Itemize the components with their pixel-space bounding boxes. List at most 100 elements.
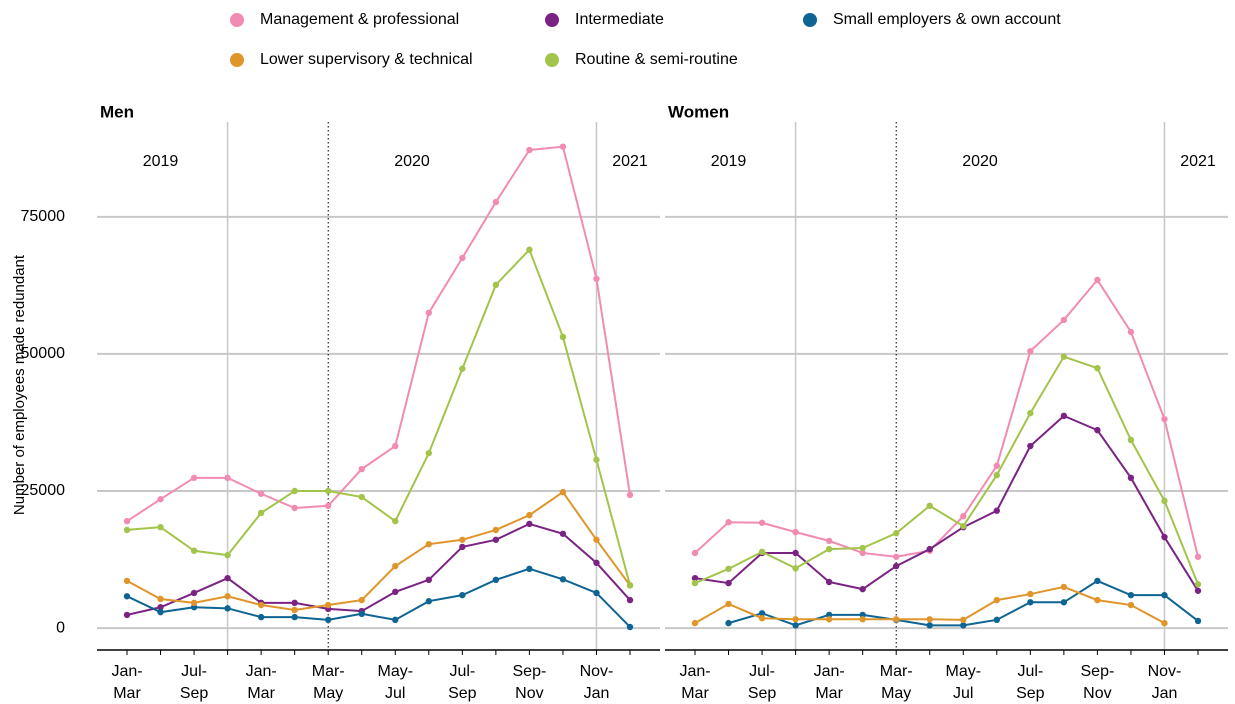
- data-point: [725, 565, 732, 573]
- data-point: [1194, 617, 1202, 625]
- data-point: [559, 333, 567, 341]
- data-point: [358, 610, 365, 618]
- data-point: [725, 579, 732, 587]
- data-point: [224, 474, 231, 482]
- y-axis-label: Number of employees made redundant: [11, 254, 28, 515]
- data-point: [691, 549, 699, 557]
- legend-marker: [803, 13, 817, 27]
- legend-label: Intermediate: [575, 11, 664, 28]
- data-point: [725, 619, 732, 627]
- data-point: [1127, 436, 1135, 444]
- data-point: [526, 146, 533, 154]
- x-tick-label: May-Jul: [945, 663, 981, 702]
- year-label: 2019: [143, 153, 179, 170]
- y-tick-label: 50000: [21, 345, 66, 362]
- data-point: [123, 577, 131, 585]
- data-point: [325, 502, 332, 510]
- data-point: [593, 589, 600, 597]
- data-point: [257, 601, 265, 609]
- data-point: [859, 544, 866, 552]
- data-point: [626, 623, 634, 631]
- data-point: [157, 604, 164, 611]
- x-tick-label: Jan-Mar: [814, 663, 845, 702]
- data-point: [123, 593, 131, 600]
- data-point: [358, 465, 365, 473]
- data-point: [792, 565, 799, 572]
- data-point: [1027, 409, 1034, 417]
- data-point: [1161, 497, 1168, 505]
- data-point: [190, 474, 198, 482]
- data-point: [1161, 591, 1168, 599]
- data-point: [960, 513, 967, 520]
- series-line: [126, 522, 631, 616]
- data-point: [792, 549, 799, 557]
- data-point: [758, 610, 766, 617]
- data-point: [1094, 596, 1101, 604]
- data-point: [1127, 591, 1135, 599]
- data-point: [224, 593, 231, 600]
- data-point: [1027, 590, 1034, 598]
- data-point: [893, 530, 900, 537]
- data-point: [459, 543, 466, 551]
- data-point: [1194, 553, 1202, 560]
- data-point: [459, 591, 466, 599]
- data-point: [157, 595, 164, 603]
- x-tick-label: May-Jul: [377, 663, 413, 702]
- data-point: [1094, 577, 1101, 585]
- legend-marker: [230, 13, 244, 27]
- x-tick-label: Mar-May: [312, 663, 345, 702]
- y-tick-label: 0: [56, 619, 65, 636]
- data-point: [224, 574, 231, 582]
- year-label: 2021: [1180, 153, 1216, 170]
- data-point: [425, 598, 432, 605]
- data-point: [626, 582, 634, 589]
- data-point: [1060, 353, 1068, 360]
- data-point: [960, 616, 967, 624]
- data-point: [257, 490, 265, 497]
- data-point: [358, 596, 365, 604]
- data-point: [492, 281, 500, 289]
- data-point: [993, 471, 1000, 479]
- year-label: 2019: [711, 153, 747, 170]
- data-point: [926, 616, 933, 623]
- x-tick-label: Jul-Sep: [448, 663, 477, 702]
- data-point: [825, 537, 833, 545]
- data-point: [1127, 601, 1135, 609]
- series-line: [694, 414, 1199, 592]
- data-point: [691, 579, 699, 587]
- data-point: [559, 488, 567, 496]
- data-point: [593, 536, 600, 543]
- legend-marker: [230, 53, 244, 67]
- data-point: [1060, 316, 1068, 324]
- data-point: [792, 528, 799, 536]
- data-point: [1060, 412, 1068, 420]
- data-point: [157, 523, 164, 531]
- data-point: [358, 493, 365, 501]
- data-point: [257, 509, 265, 517]
- data-point: [893, 616, 900, 623]
- data-point: [893, 553, 900, 560]
- data-point: [190, 589, 198, 597]
- data-point: [224, 605, 231, 612]
- data-point: [1060, 583, 1068, 591]
- data-point: [960, 522, 967, 530]
- data-point: [993, 462, 1000, 469]
- data-point: [1027, 599, 1034, 606]
- x-tick-label: Jul-Sep: [748, 663, 777, 702]
- data-point: [425, 540, 432, 548]
- data-point: [425, 449, 432, 457]
- series-line: [126, 247, 631, 586]
- data-point: [492, 526, 500, 534]
- data-point: [792, 616, 799, 623]
- legend-label: Routine & semi-routine: [575, 51, 738, 68]
- series-line: [694, 355, 1199, 585]
- data-point: [526, 565, 533, 573]
- data-point: [993, 616, 1000, 624]
- data-point: [257, 613, 265, 621]
- panel-title: Women: [668, 102, 729, 121]
- data-point: [224, 551, 231, 559]
- data-point: [1161, 533, 1168, 541]
- data-point: [157, 608, 164, 616]
- data-point: [559, 576, 567, 583]
- year-label: 2020: [962, 153, 998, 170]
